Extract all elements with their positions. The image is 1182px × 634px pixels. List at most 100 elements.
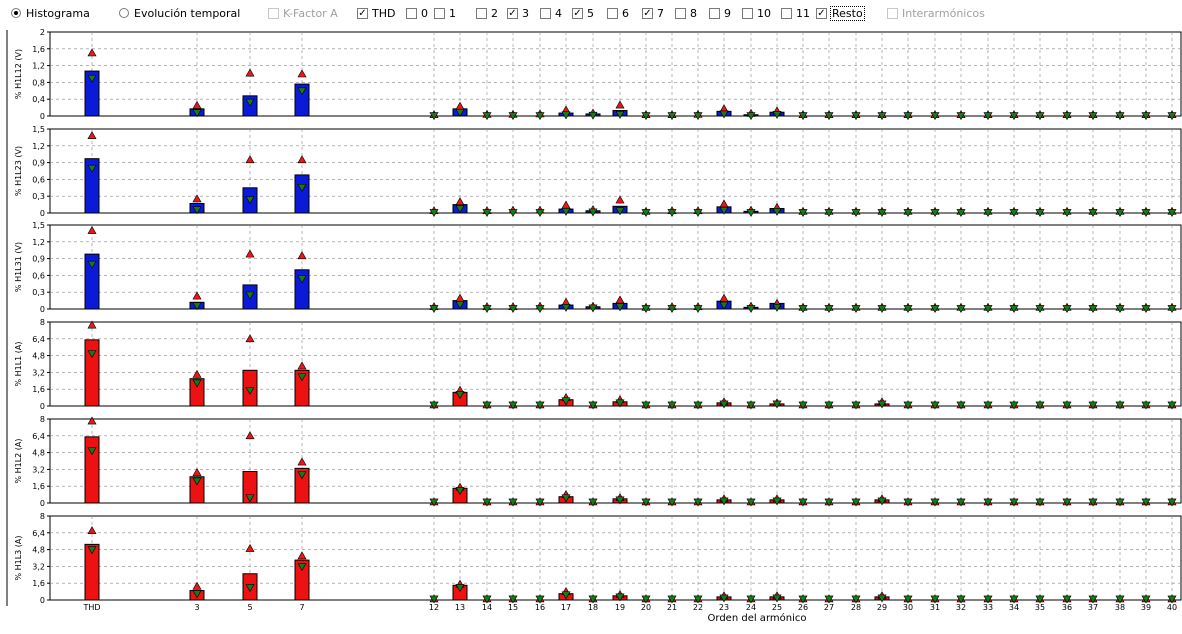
min-marker xyxy=(877,112,887,121)
resto-checkbox[interactable]: ✓ Resto xyxy=(816,5,865,21)
max-marker xyxy=(87,131,97,140)
temporal-evolution-radio[interactable]: Evolución temporal xyxy=(119,6,240,20)
min-marker xyxy=(930,209,940,218)
max-marker xyxy=(297,69,307,78)
min-marker xyxy=(1062,498,1072,507)
x-tick-label: 29 xyxy=(877,603,887,612)
min-marker xyxy=(903,498,913,507)
min-marker xyxy=(746,209,756,218)
thd-checkbox[interactable]: ✓ THD xyxy=(357,6,395,20)
min-marker xyxy=(1009,209,1019,218)
min-marker xyxy=(930,305,940,314)
harmonic-4-checkbox[interactable]: 4 xyxy=(540,6,562,20)
max-marker xyxy=(297,457,307,466)
plot-area xyxy=(49,515,1182,601)
min-marker xyxy=(667,112,677,121)
y-tick-label: 4,8 xyxy=(32,546,45,555)
x-tick-label: 37 xyxy=(1088,603,1098,612)
min-marker xyxy=(455,391,465,400)
max-marker xyxy=(297,155,307,164)
max-marker xyxy=(615,100,625,109)
max-marker xyxy=(192,369,202,378)
min-marker xyxy=(746,498,756,507)
y-tick-label: 8 xyxy=(40,415,45,424)
min-marker xyxy=(772,208,782,216)
x-tick-label: 23 xyxy=(719,603,729,612)
min-marker xyxy=(667,498,677,507)
x-tick-label: 14 xyxy=(482,603,492,612)
min-marker xyxy=(824,112,834,121)
harmonic-5-checkbox[interactable]: ✓ 5 xyxy=(572,6,594,20)
min-marker xyxy=(245,584,255,593)
min-marker xyxy=(903,209,913,218)
y-tick-label: 2 xyxy=(40,28,45,37)
x-tick-label: 31 xyxy=(930,603,940,612)
min-marker xyxy=(824,595,834,604)
min-marker xyxy=(561,208,571,216)
min-marker xyxy=(956,209,966,218)
harmonic-7-checkbox[interactable]: ✓ 7 xyxy=(642,6,664,20)
min-marker xyxy=(903,112,913,121)
min-marker xyxy=(192,302,202,311)
panel-4: 0 1,6 3,2 4,8 6,4 8 % H1L1 (A) xyxy=(14,318,1182,411)
interharmonics-checkbox[interactable]: Interarmónicos xyxy=(887,6,985,20)
min-marker xyxy=(983,209,993,218)
harmonics-toolbar: Histograma Evolución temporal K-Factor A… xyxy=(0,0,1182,26)
harmonic-9-checkbox[interactable]: 9 xyxy=(709,6,731,20)
min-marker xyxy=(429,112,439,121)
harmonic-3-checkbox[interactable]: ✓ 3 xyxy=(507,6,529,20)
y-tick-label: 0 xyxy=(40,596,45,605)
min-marker xyxy=(1035,209,1045,218)
y-tick-label: 1,6 xyxy=(32,385,45,394)
min-marker xyxy=(641,209,651,218)
panel-3: 0 0,3 0,6 0,9 1,2 1,5 % H1L31 (V) xyxy=(14,221,1182,314)
histogram-radio[interactable]: Histograma xyxy=(11,6,90,20)
min-marker xyxy=(903,305,913,314)
harmonic-11-checkbox[interactable]: 11 xyxy=(781,6,810,20)
x-tick-label: 5 xyxy=(247,603,252,612)
min-marker xyxy=(1009,305,1019,314)
min-marker xyxy=(192,379,202,388)
min-marker xyxy=(535,401,545,410)
max-marker xyxy=(245,334,255,343)
min-marker xyxy=(641,112,651,121)
harmonic-2-checkbox[interactable]: 2 xyxy=(476,6,498,20)
min-marker xyxy=(1115,112,1125,121)
x-tick-label: 33 xyxy=(983,603,993,612)
bar xyxy=(84,543,100,601)
harmonic-1-checkbox[interactable]: 1 xyxy=(434,6,456,20)
y-tick-label: 0,9 xyxy=(32,255,45,264)
harmonic-8-checkbox[interactable]: 8 xyxy=(675,6,697,20)
min-marker xyxy=(297,373,307,382)
max-marker xyxy=(297,551,307,560)
harmonic-6-checkbox[interactable]: 6 xyxy=(607,6,629,20)
harmonic-1-label: 1 xyxy=(449,6,456,20)
max-marker xyxy=(245,249,255,258)
bar xyxy=(84,436,100,504)
min-marker xyxy=(429,595,439,604)
max-marker xyxy=(87,416,97,425)
x-tick-label: 18 xyxy=(588,603,598,612)
min-marker xyxy=(192,477,202,486)
y-tick-label: 0 xyxy=(40,209,45,218)
max-marker xyxy=(245,68,255,77)
min-marker xyxy=(930,498,940,507)
min-marker xyxy=(429,498,439,507)
min-marker xyxy=(87,260,97,269)
min-marker xyxy=(455,108,465,117)
min-marker xyxy=(719,594,729,603)
x-tick-label: 40 xyxy=(1167,603,1177,612)
min-marker xyxy=(983,498,993,507)
min-marker xyxy=(1009,498,1019,507)
max-marker xyxy=(245,155,255,164)
y-axis-label: % H1L1 (A) xyxy=(14,341,23,386)
harmonic-0-checkbox[interactable]: 0 xyxy=(406,6,428,20)
min-marker xyxy=(719,400,729,409)
kfactor-checkbox[interactable]: K-Factor A xyxy=(268,6,338,20)
harmonic-10-checkbox[interactable]: 10 xyxy=(742,6,771,20)
max-marker xyxy=(455,197,465,206)
x-tick-label: 7 xyxy=(299,603,304,612)
y-axis-label: % H1L31 (V) xyxy=(14,242,23,292)
min-marker xyxy=(1167,401,1177,410)
min-marker xyxy=(719,497,729,506)
